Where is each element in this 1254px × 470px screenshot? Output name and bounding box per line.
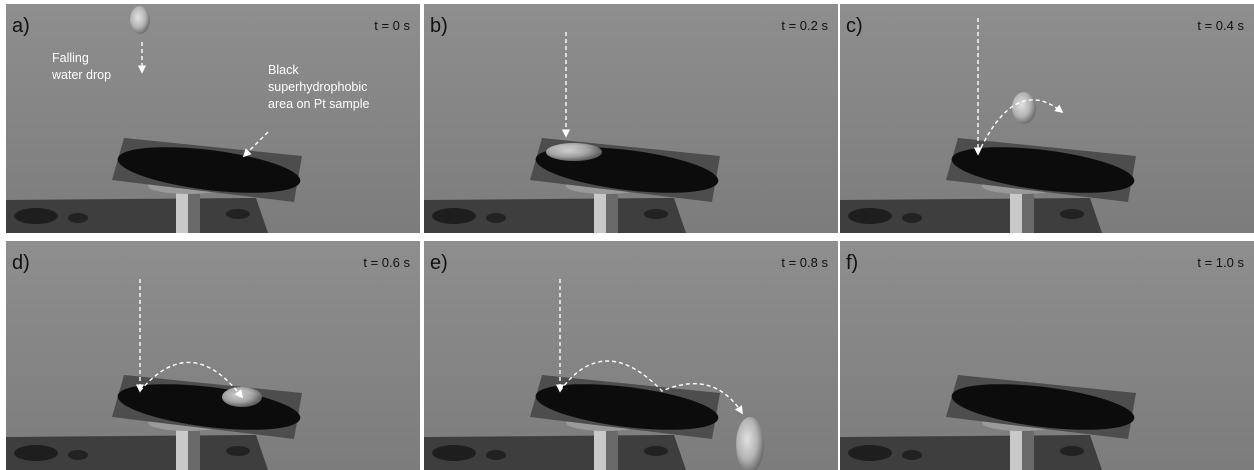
time-label: t = 0 s (374, 18, 410, 33)
scene (6, 241, 420, 470)
scene (6, 4, 420, 236)
base-hole (902, 450, 922, 460)
panel: f) t = 1.0 s (840, 241, 1254, 470)
time-label: t = 0.6 s (363, 255, 410, 270)
base-hole (432, 445, 476, 461)
water-drop (130, 6, 150, 34)
base-hole (486, 213, 506, 223)
panel-label: a) (12, 15, 30, 37)
panel-label: e) (430, 252, 448, 274)
base-hole (68, 213, 88, 223)
base-hole (902, 213, 922, 223)
panel-label: c) (846, 15, 863, 37)
panel: e) t = 0.8 s (424, 241, 838, 470)
base-hole (226, 446, 250, 456)
annotation: water drop (51, 68, 111, 82)
base-hole (848, 208, 892, 224)
time-label: t = 0.8 s (781, 255, 828, 270)
base-hole (226, 209, 250, 219)
time-label: t = 0.4 s (1197, 18, 1244, 33)
scene (424, 241, 838, 470)
annotation: Falling (52, 51, 89, 65)
scene (840, 4, 1254, 236)
panel: c) t = 0.4 s (840, 4, 1254, 236)
base-hole (486, 450, 506, 460)
panel-label: b) (430, 15, 448, 37)
base-hole (432, 208, 476, 224)
panel-label: f) (846, 252, 858, 274)
annotation: superhydrophobic (268, 80, 367, 94)
scene (840, 241, 1254, 470)
base-hole (848, 445, 892, 461)
base-hole (68, 450, 88, 460)
water-drop (546, 143, 602, 161)
base-hole (644, 209, 668, 219)
panel: d) t = 0.6 s (6, 241, 420, 470)
base-hole (14, 445, 58, 461)
base-hole (1060, 446, 1084, 456)
annotation: area on Pt sample (268, 97, 369, 111)
water-drop (222, 387, 262, 407)
annotation: Black (268, 63, 299, 77)
panel: a) t = 0 s Falling water drop Black superhydr… (6, 4, 420, 236)
figure: a) t = 0 s Falling water drop Black superhydr… (0, 0, 1254, 470)
scene (424, 4, 838, 236)
time-label: t = 0.2 s (781, 18, 828, 33)
base-hole (14, 208, 58, 224)
panel: b) t = 0.2 s (424, 4, 838, 236)
panel-label: d) (12, 252, 30, 274)
base-hole (644, 446, 668, 456)
time-label: t = 1.0 s (1197, 255, 1244, 270)
base-hole (1060, 209, 1084, 219)
water-drop (1012, 92, 1036, 124)
